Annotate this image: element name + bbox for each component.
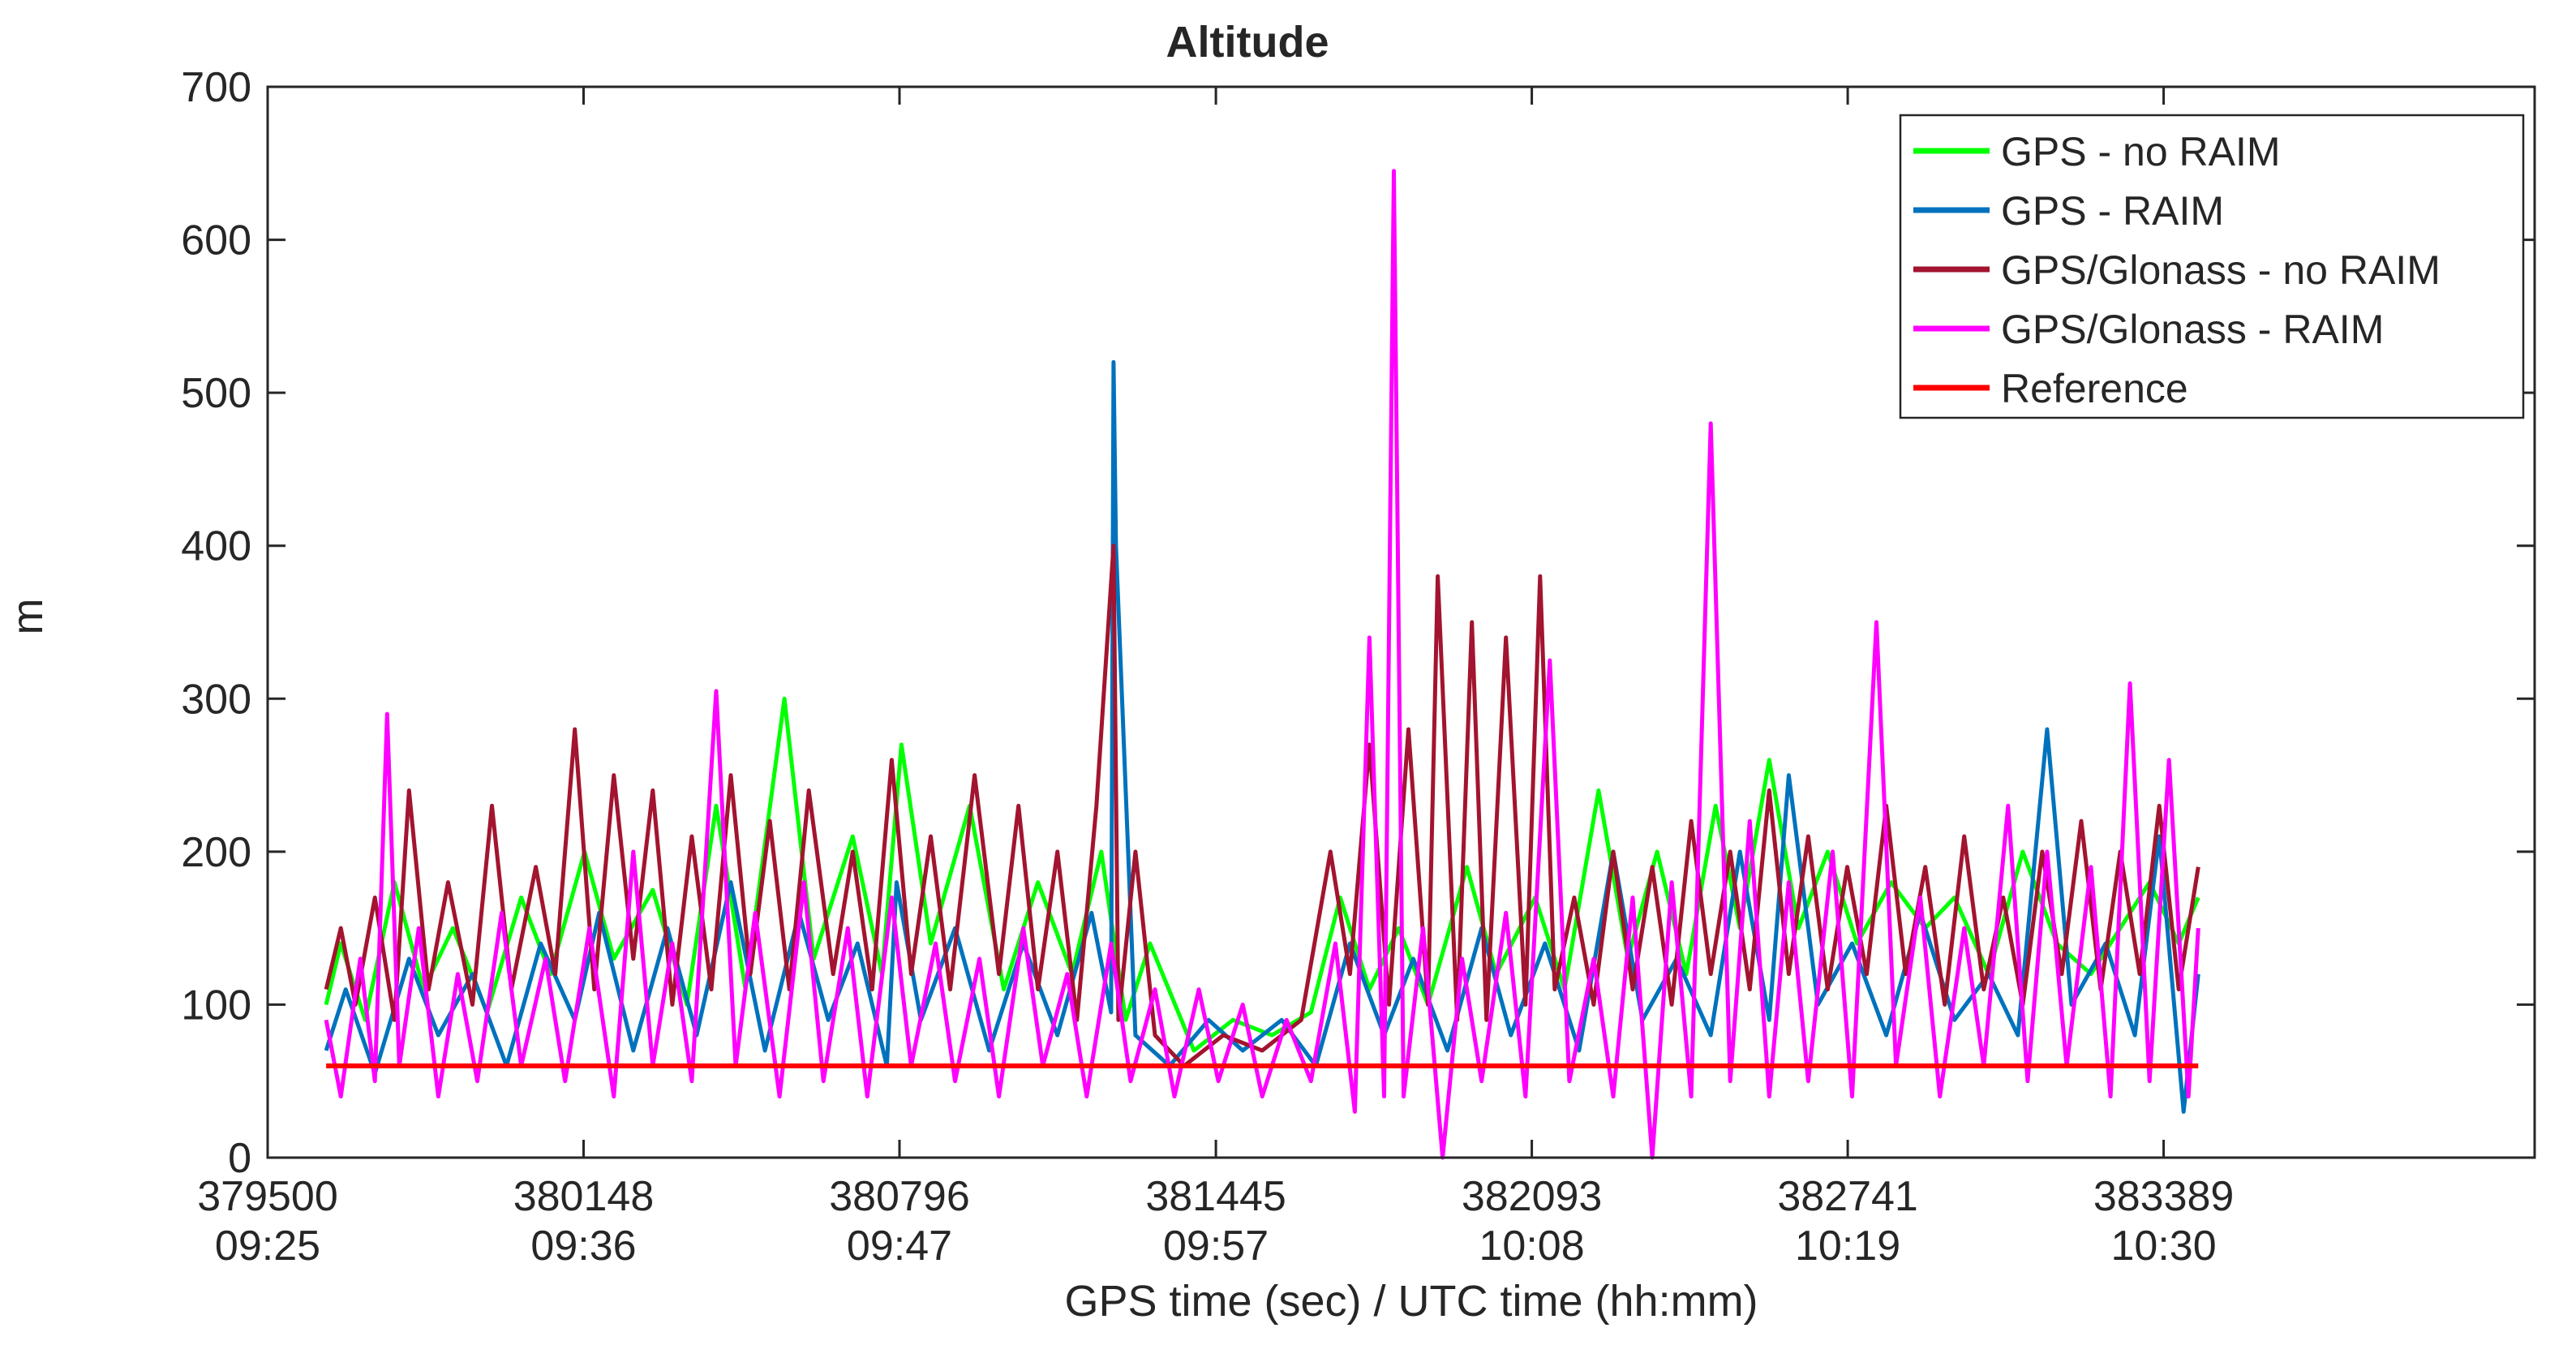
y-tick-label: 200	[181, 829, 251, 876]
series-line-gps-no-raim	[324, 696, 2200, 1053]
legend-label: GPS/Glonass - RAIM	[2001, 307, 2384, 352]
legend-label: GPS - RAIM	[2001, 188, 2224, 234]
axis-ticks-group: 010020030040050060070037950009:253801480…	[181, 64, 2535, 1270]
x-tick-label-gps: 383389	[2093, 1173, 2235, 1220]
y-tick-label: 500	[181, 370, 251, 417]
plot-area-frame	[266, 85, 2536, 1159]
y-axis-label: m	[3, 599, 52, 635]
x-tick-label-utc: 09:25	[215, 1223, 320, 1270]
x-tick-label-gps: 382741	[1777, 1173, 1918, 1220]
y-tick-label: 100	[181, 982, 251, 1029]
legend-label: Reference	[2001, 366, 2188, 411]
x-tick-label-gps: 382093	[1462, 1173, 1603, 1220]
series-line-gps-glonass-no-raim	[324, 544, 2200, 1068]
plot-series-group	[324, 169, 2200, 1160]
legend-label: GPS - no RAIM	[2001, 129, 2281, 174]
x-tick-label-utc: 09:36	[530, 1223, 636, 1270]
y-tick-label: 300	[181, 676, 251, 723]
x-tick-label-utc: 10:19	[1795, 1223, 1900, 1270]
chart-title: Altitude	[1166, 18, 1329, 67]
x-tick-label-utc: 09:47	[847, 1223, 952, 1270]
x-tick-label-utc: 10:08	[1479, 1223, 1585, 1270]
x-tick-label-utc: 10:30	[2111, 1223, 2217, 1270]
x-tick-label-gps: 380796	[829, 1173, 970, 1220]
x-tick-label-utc: 09:57	[1163, 1223, 1269, 1270]
y-tick-label: 700	[181, 64, 251, 111]
x-tick-label-gps: 379500	[197, 1173, 338, 1220]
x-tick-label-gps: 381445	[1145, 1173, 1286, 1220]
y-tick-label: 600	[181, 217, 251, 264]
y-tick-label: 0	[228, 1135, 251, 1182]
x-axis-label: GPS time (sec) / UTC time (hh:mm)	[1064, 1277, 1758, 1326]
y-tick-label: 400	[181, 523, 251, 570]
legend-label: GPS/Glonass - no RAIM	[2001, 247, 2441, 293]
x-tick-label-gps: 380148	[513, 1173, 655, 1220]
legend-box	[1899, 114, 2525, 419]
series-line-gps-glonass-raim	[324, 169, 2200, 1160]
legend: GPS - no RAIM GPS - RAIM GPS/Glonass - no …	[1899, 114, 2525, 419]
